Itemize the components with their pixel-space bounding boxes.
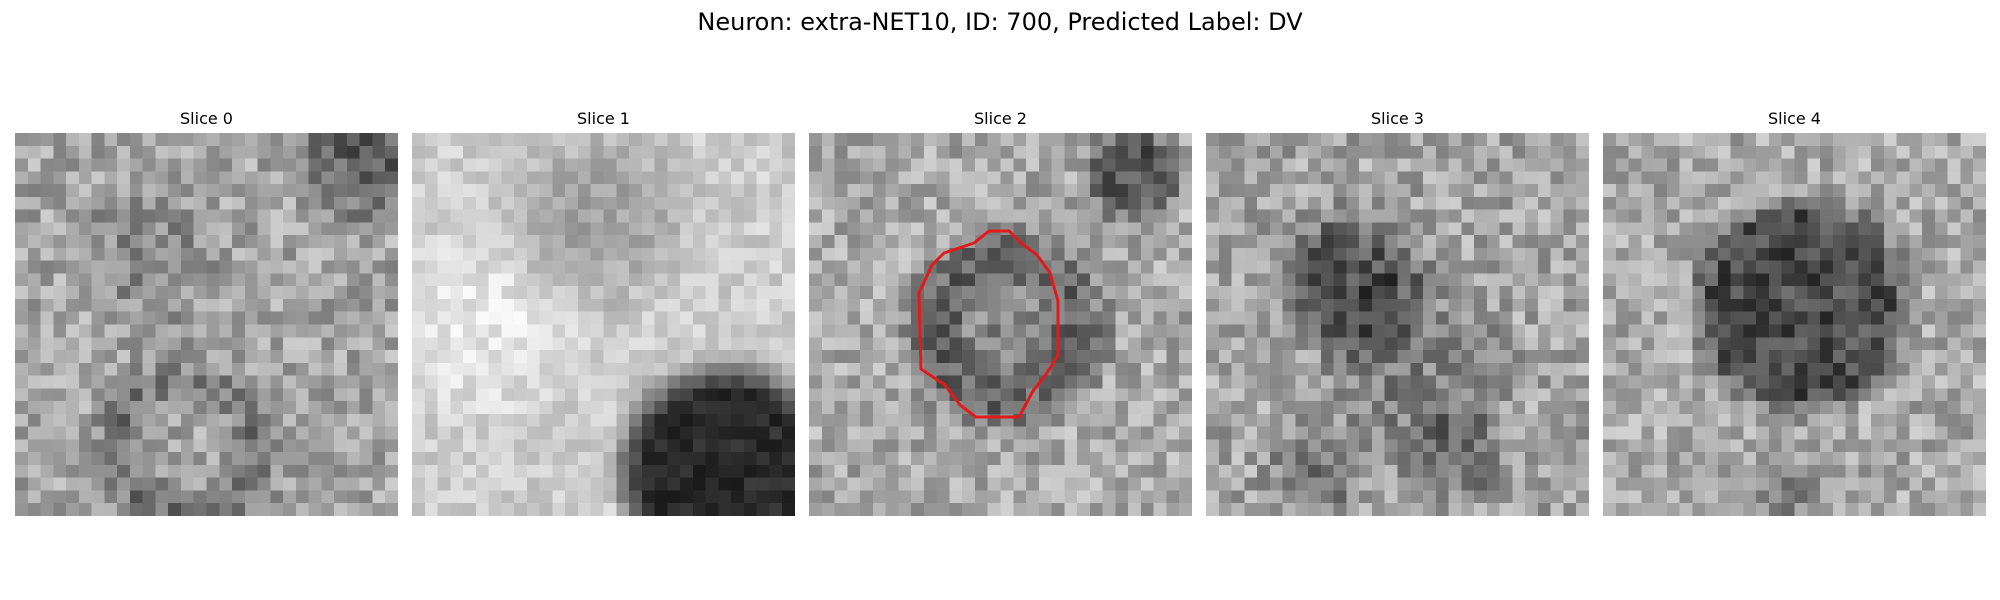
slice-image-4 [1603,133,1986,516]
slice-image-1 [412,133,795,516]
slice-panel-4: Slice 4 [1603,108,1986,516]
slice-panel-0: Slice 0 [15,108,398,516]
slice-title-2: Slice 2 [974,109,1027,128]
slice-image-0 [15,133,398,516]
slice-image-2 [809,133,1192,516]
slice-panel-1: Slice 1 [412,108,795,516]
slice-title-4: Slice 4 [1768,109,1821,128]
slice-panel-3: Slice 3 [1206,108,1589,516]
slice-title-0: Slice 0 [180,109,233,128]
figure-title: Neuron: extra-NET10, ID: 700, Predicted … [697,8,1303,36]
slice-title-3: Slice 3 [1371,109,1424,128]
slice-title-1: Slice 1 [577,109,630,128]
slice-panel-2: Slice 2 [809,108,1192,516]
slice-image-3 [1206,133,1589,516]
